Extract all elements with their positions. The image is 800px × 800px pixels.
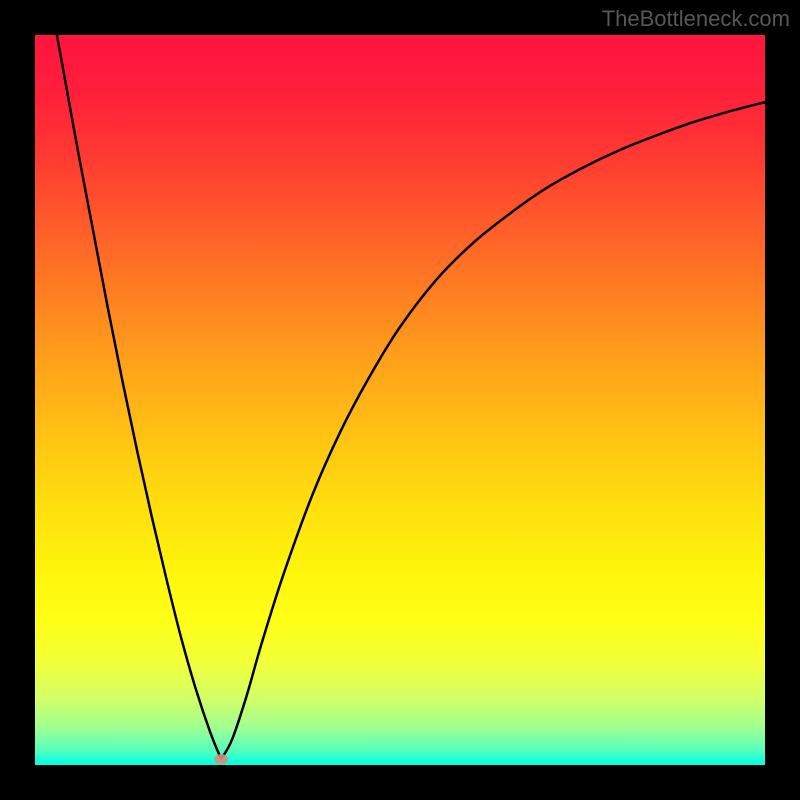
- gradient-background: [35, 35, 765, 765]
- plot-area: [35, 35, 765, 765]
- watermark-text: TheBottleneck.com: [602, 6, 790, 32]
- chart-container: TheBottleneck.com: [0, 0, 800, 800]
- chart-svg: [35, 35, 765, 765]
- bottleneck-marker: [214, 754, 228, 764]
